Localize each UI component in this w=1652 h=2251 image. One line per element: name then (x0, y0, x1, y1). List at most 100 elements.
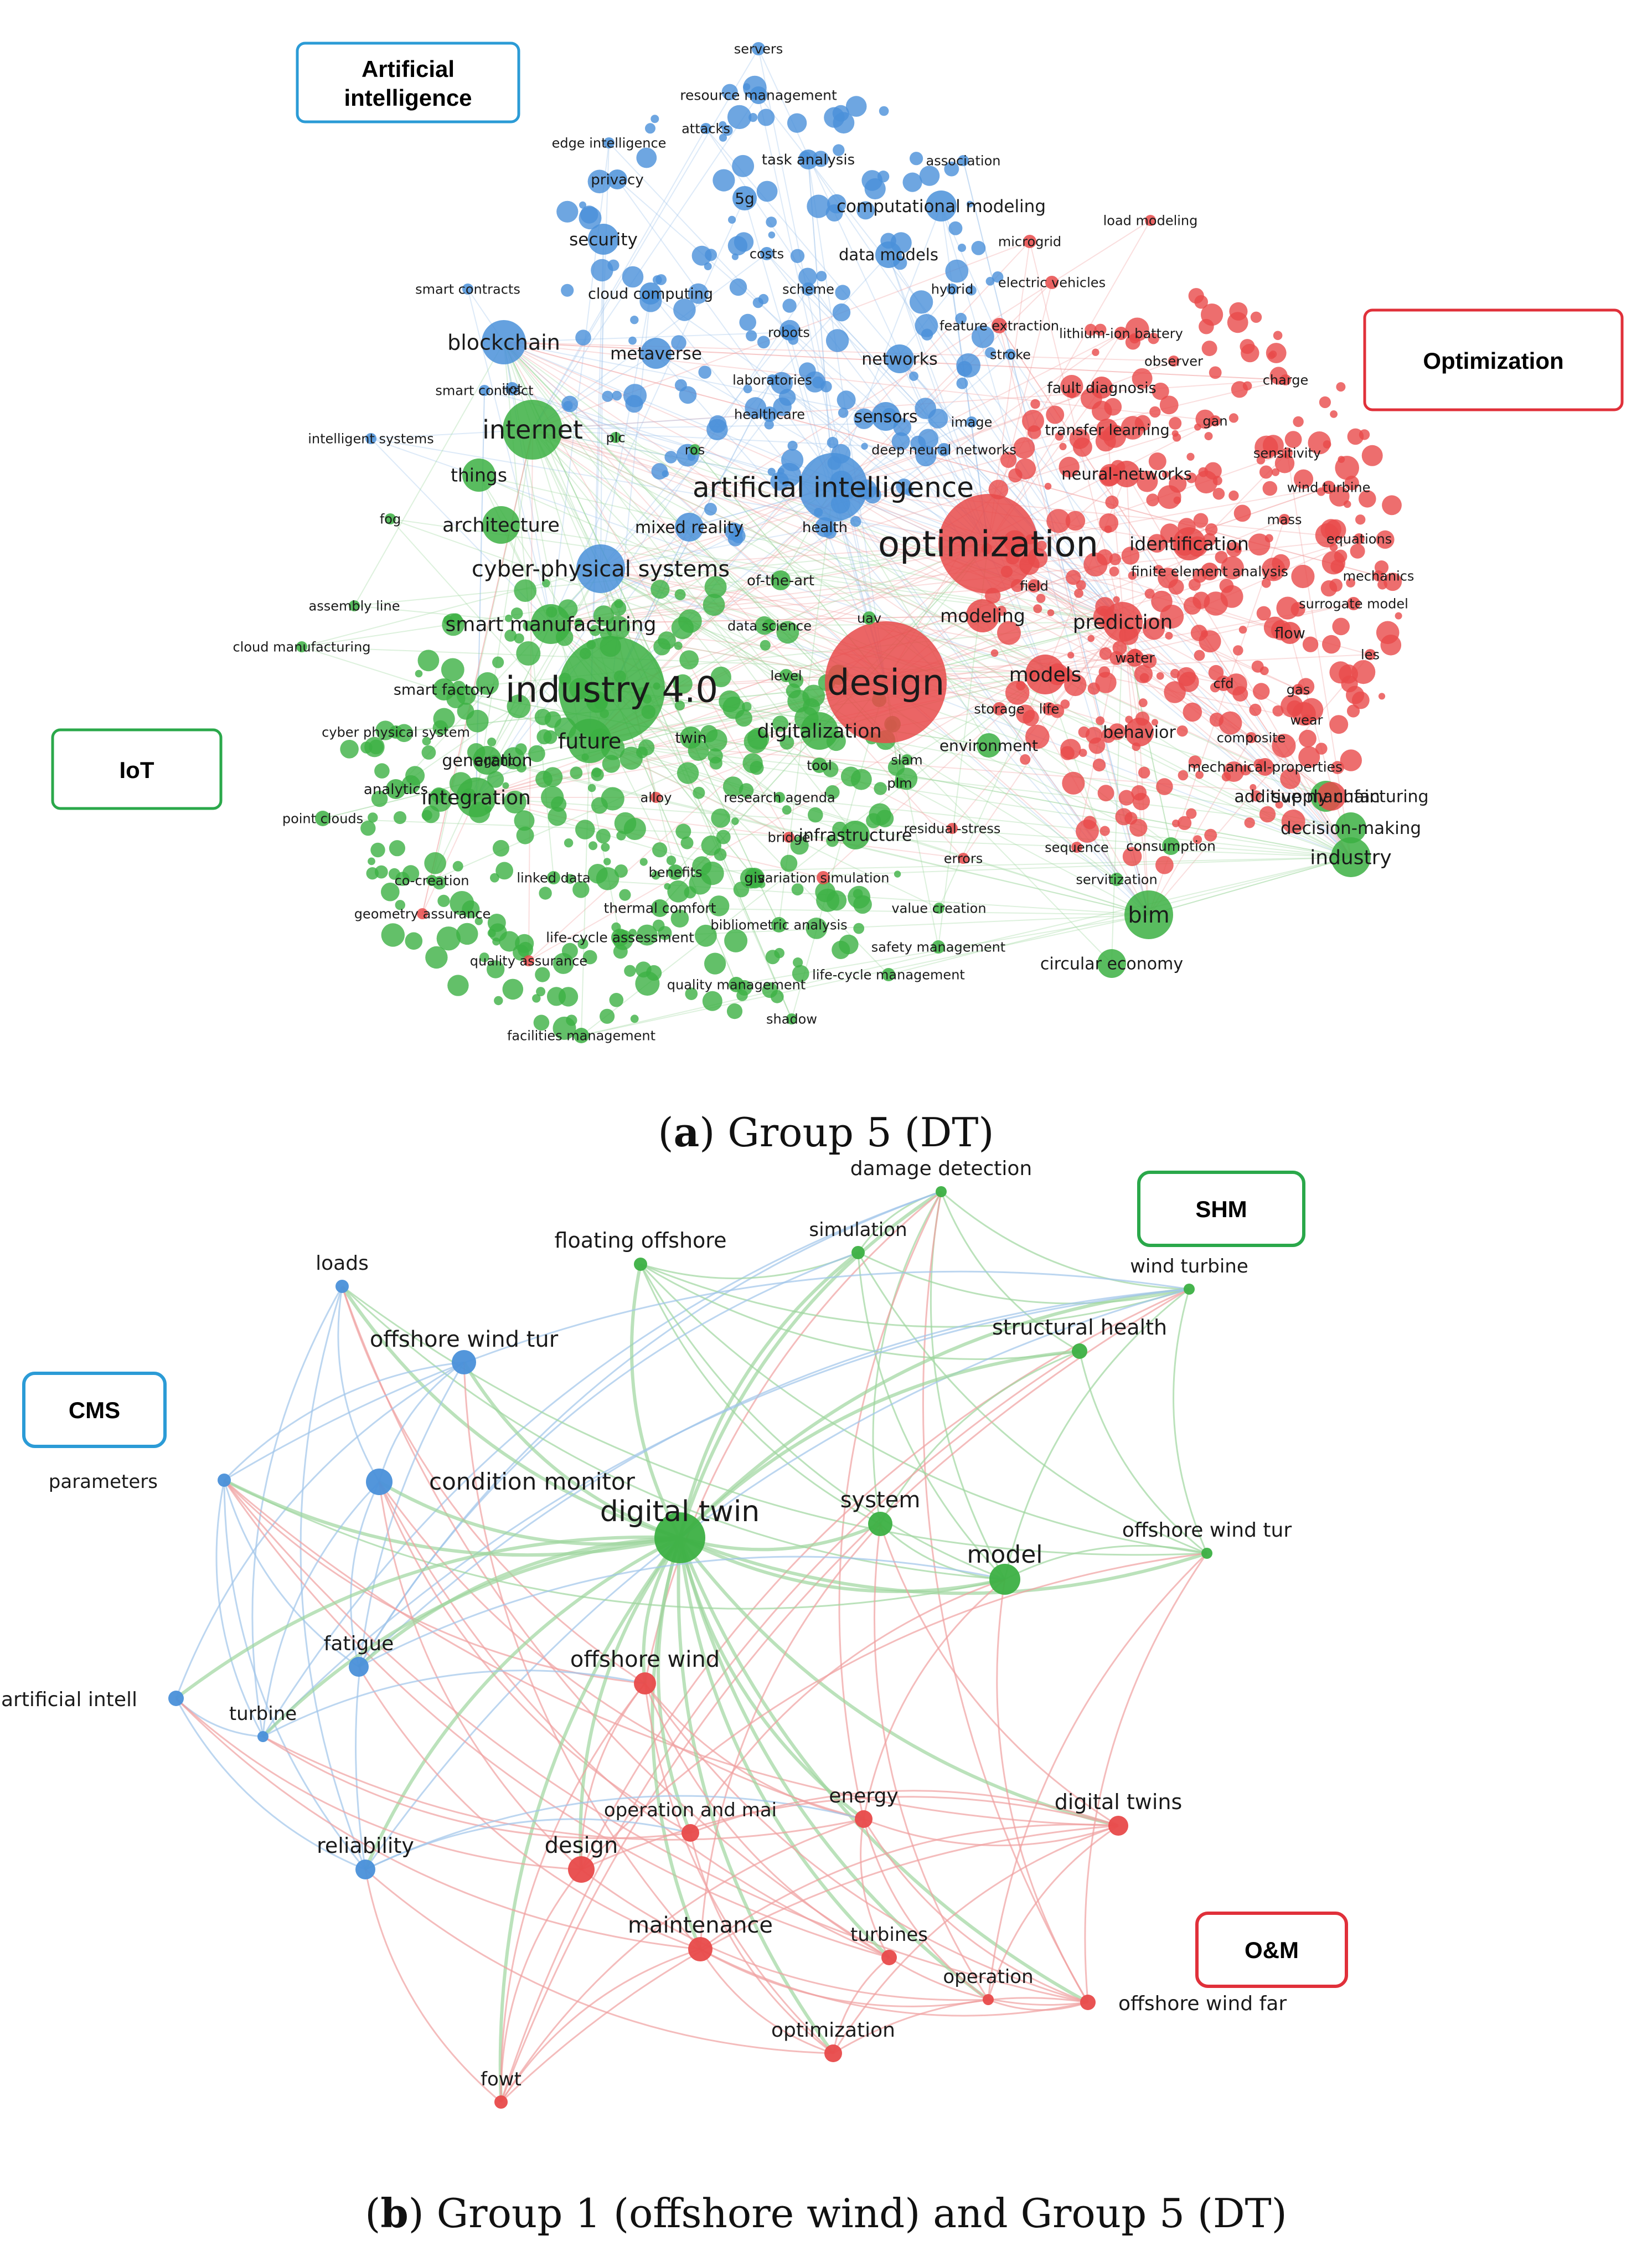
minor-node (752, 297, 763, 308)
minor-node (688, 283, 709, 304)
node-composite (1246, 732, 1257, 743)
node-electric-vehicles (1045, 276, 1059, 289)
minor-node (675, 823, 691, 839)
minor-node (1271, 468, 1280, 476)
edge-line (780, 580, 1123, 622)
minor-node (792, 965, 809, 982)
minor-node (944, 161, 959, 177)
minor-node (747, 728, 770, 750)
minor-node (596, 828, 611, 844)
edge-curve (341, 1285, 1005, 1580)
edge-line (354, 543, 989, 606)
minor-node (825, 204, 843, 222)
node-lithium-ion-battery (1114, 327, 1128, 340)
minor-node (415, 669, 423, 678)
edge-curve (1004, 1288, 1190, 1580)
minor-node (722, 125, 733, 136)
minor-node (1221, 556, 1245, 580)
minor-node (1148, 452, 1166, 471)
minor-node (757, 336, 770, 349)
edge-curve (378, 1481, 864, 1820)
minor-node (1046, 509, 1071, 533)
label-task-analysis: task analysis (762, 152, 855, 168)
minor-node (425, 946, 448, 969)
node-stroke (1005, 349, 1016, 360)
minor-node (645, 123, 655, 134)
minor-node (741, 702, 752, 712)
minor-node (918, 429, 939, 450)
minor-node (1219, 711, 1242, 735)
label-alloy: alloy (641, 790, 672, 805)
minor-node (1069, 429, 1090, 449)
minor-node (910, 152, 923, 166)
node-integration (456, 777, 496, 817)
minor-node (591, 797, 608, 814)
node-sequence (1071, 842, 1082, 853)
node-cyber-physical-system (389, 725, 402, 739)
minor-node (1156, 672, 1164, 680)
minor-node (1044, 482, 1052, 490)
minor-node (1022, 410, 1044, 432)
minor-node (575, 618, 583, 626)
minor-node (782, 298, 797, 313)
label-electric-vehicles: electric vehicles (998, 275, 1106, 290)
node-sensitivity (1282, 447, 1293, 459)
label-lithium-ion-battery: lithium-ion battery (1059, 326, 1183, 341)
minor-node (636, 147, 657, 168)
node-thermal-comfort (651, 899, 669, 917)
label-safety-management: safety management (871, 939, 1005, 955)
minor-node (1076, 820, 1099, 843)
edge-curve (987, 1552, 1208, 2000)
minor-node (673, 298, 696, 321)
node-equations (1354, 533, 1365, 544)
edge-line (615, 437, 1046, 675)
label-b-design: design (545, 1833, 618, 1858)
minor-node (611, 600, 627, 616)
minor-node (727, 105, 752, 130)
node-benefits (668, 864, 683, 880)
node-plc (610, 432, 621, 443)
edge-line (808, 289, 1123, 622)
minor-node (1121, 547, 1140, 565)
node-b-wind-turbine (1184, 1284, 1195, 1295)
node-resource-management (750, 86, 767, 104)
minor-node (787, 440, 798, 451)
edge-curve (644, 1683, 1088, 2003)
minor-node (1322, 635, 1341, 654)
edge-line (589, 740, 939, 909)
minor-node (729, 278, 747, 296)
edge-line (1148, 654, 1371, 915)
edge-line (532, 429, 820, 732)
node-b-offshore-wind-far (1080, 1995, 1096, 2010)
minor-node (1144, 589, 1155, 599)
label-b-fowt: fowt (481, 2068, 522, 2090)
edge-curve (261, 1536, 680, 1738)
minor-node (1291, 564, 1315, 589)
minor-node (808, 807, 823, 823)
node-future (567, 719, 612, 763)
node-identification (1173, 527, 1206, 560)
node-b-fatigue (349, 1657, 369, 1677)
minor-node (1361, 445, 1383, 466)
edge-line (503, 342, 1077, 848)
minor-node (539, 887, 552, 900)
minor-node (764, 420, 774, 430)
minor-node (523, 620, 533, 631)
panel-a-category-boxes: Artificial intelligence Optimization IoT (51, 42, 1624, 810)
minor-node (1065, 511, 1086, 531)
node-b-fowt (494, 2095, 508, 2109)
edge-line (581, 914, 1149, 1036)
node-b-artificial-intell (168, 1691, 184, 1706)
label-life-cycle-assessment: life-cycle assessment (546, 930, 694, 946)
minor-node (476, 672, 499, 695)
minor-node (1138, 698, 1148, 708)
minor-node (1259, 666, 1269, 676)
label-flow: flow (1274, 625, 1305, 642)
category-box-label: CMS (69, 1397, 120, 1423)
label-cyber-physical-system: cyber physical system (322, 724, 470, 740)
node-uav (863, 611, 876, 625)
minor-node (1158, 568, 1179, 589)
edge-curve (629, 1264, 682, 1539)
minor-node (825, 329, 849, 352)
node-errors (958, 853, 969, 864)
